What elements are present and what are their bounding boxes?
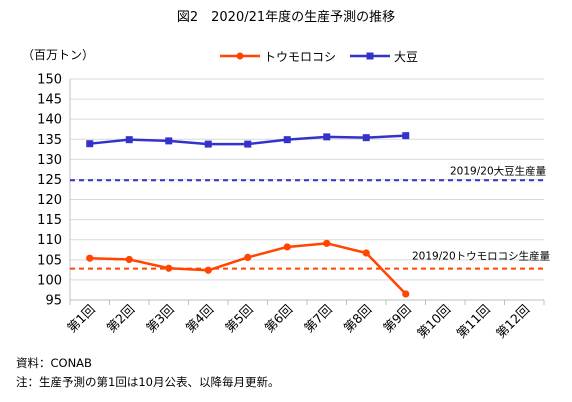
y-tick-label: 130: [37, 153, 62, 168]
x-tick-label: 第7回: [301, 302, 335, 336]
y-tick-label: 150: [37, 73, 62, 88]
y-tick-label: 135: [37, 133, 62, 148]
data-point: [283, 243, 291, 251]
y-tick-label: 145: [37, 93, 62, 108]
x-tick-label: 第9回: [380, 302, 414, 336]
x-tick-label: 第2回: [103, 302, 137, 336]
y-tick-label: 105: [37, 253, 62, 268]
legend-label-soy: 大豆: [394, 49, 419, 64]
y-tick-label: 120: [37, 193, 62, 208]
data-point: [244, 140, 252, 148]
y-tick-label: 95: [45, 294, 62, 309]
data-point: [165, 137, 173, 145]
footnote-note: 注：生産予測の第1回は10月公表、以降毎月更新。: [16, 375, 280, 389]
legend: トウモロコシ 大豆: [218, 47, 430, 65]
data-point: [125, 255, 133, 264]
data-point: [244, 253, 252, 262]
y-tick-label: 110: [37, 233, 62, 248]
data-point: [125, 136, 133, 144]
y-tick-label: 100: [37, 273, 62, 288]
data-point: [86, 140, 94, 148]
x-tick-label: 第5回: [222, 302, 256, 336]
y-tick-label: 125: [37, 173, 62, 188]
x-tick-label: 第8回: [340, 302, 374, 336]
data-point: [362, 249, 370, 257]
data-point: [323, 239, 331, 247]
data-point: [323, 133, 331, 141]
data-point: [402, 290, 410, 298]
x-tick-label: 第3回: [143, 302, 177, 336]
y-axis-unit-label: （百万トン）: [22, 48, 95, 62]
legend-swatch-corn: [220, 52, 260, 60]
chart-title: 図2 2020/21年度の生産予測の推移: [176, 10, 396, 25]
x-tick-label: 第6回: [261, 302, 295, 336]
legend-item-soy: 大豆: [348, 48, 418, 65]
data-point: [283, 136, 291, 144]
data-point: [204, 266, 212, 274]
x-tick-label: 第1回: [64, 302, 98, 336]
legend-swatch-soy: [350, 52, 391, 60]
data-point: [86, 254, 94, 262]
x-tick-label: 第11回: [453, 302, 493, 342]
data-point: [165, 264, 173, 272]
reference-line-label: 2019/20トウモロコシ生産量: [412, 250, 551, 263]
x-tick-label: 第10回: [414, 302, 454, 342]
y-tick-label: 115: [37, 213, 62, 228]
data-point: [362, 134, 370, 142]
x-tick-label: 第4回: [182, 302, 216, 336]
reference-line-label: 2019/20大豆生産量: [450, 164, 547, 177]
legend-item-corn: トウモロコシ: [218, 48, 336, 65]
data-point: [204, 140, 212, 148]
x-tick-label: 第12回: [493, 302, 533, 342]
footnote-source: 資料：CONAB: [16, 356, 92, 370]
y-tick-label: 140: [37, 113, 62, 128]
legend-label-corn: トウモロコシ: [264, 49, 337, 64]
data-point: [402, 132, 410, 140]
